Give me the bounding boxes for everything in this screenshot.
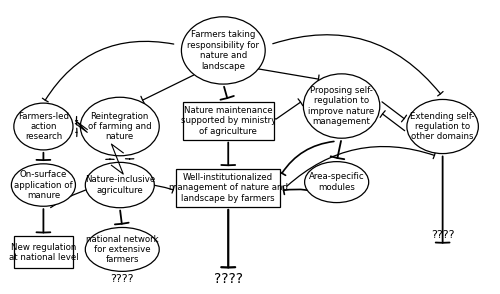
Ellipse shape [80, 97, 159, 156]
Ellipse shape [86, 162, 154, 208]
Text: ????: ???? [110, 274, 134, 284]
Text: ????: ???? [214, 272, 242, 286]
Ellipse shape [407, 99, 478, 153]
Ellipse shape [86, 228, 159, 271]
Text: On-surface
application of
manure: On-surface application of manure [14, 170, 72, 200]
Text: Reintegration
of farming and
nature: Reintegration of farming and nature [88, 112, 152, 141]
Text: Nature maintenance
supported by ministry
of agriculture: Nature maintenance supported by ministry… [180, 106, 276, 136]
FancyBboxPatch shape [176, 169, 280, 207]
Ellipse shape [12, 164, 76, 206]
Text: Extending self-
regulation to
other domains: Extending self- regulation to other doma… [410, 112, 475, 141]
Ellipse shape [304, 74, 380, 138]
Text: Nature-inclusive
agriculture: Nature-inclusive agriculture [84, 175, 155, 195]
Text: Proposing self-
regulation to
improve nature
management: Proposing self- regulation to improve na… [308, 86, 374, 126]
Ellipse shape [14, 103, 73, 150]
FancyBboxPatch shape [14, 236, 73, 268]
FancyBboxPatch shape [182, 102, 274, 140]
Text: ????: ???? [431, 230, 454, 240]
Ellipse shape [182, 17, 265, 84]
Text: national network
for extensive
farmers: national network for extensive farmers [86, 235, 158, 264]
Text: Farmers taking
responsibility for
nature and
landscape: Farmers taking responsibility for nature… [188, 30, 260, 71]
Text: Well-institutionalized
management of nature and
landscape by farmers: Well-institutionalized management of nat… [168, 173, 288, 203]
Text: Farmers-led
action
research: Farmers-led action research [18, 112, 69, 141]
Text: New regulation
at national level: New regulation at national level [8, 243, 78, 262]
Text: Area-specific
modules: Area-specific modules [309, 172, 364, 192]
Ellipse shape [304, 162, 368, 203]
